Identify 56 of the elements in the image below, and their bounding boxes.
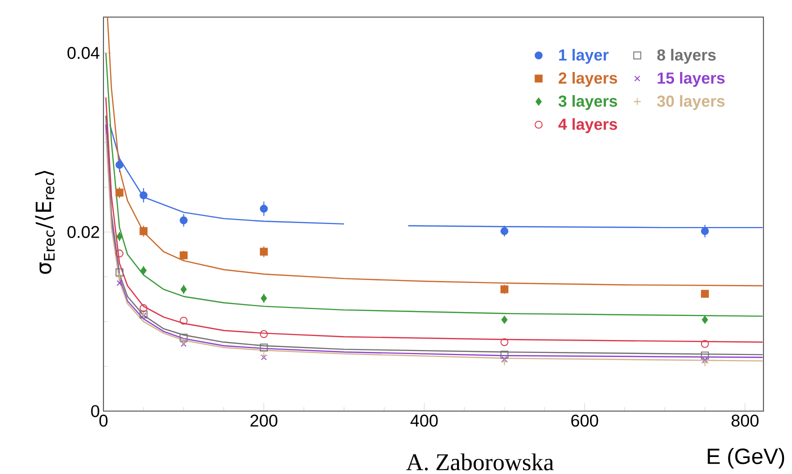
point (260, 344, 268, 352)
point (140, 227, 148, 236)
x-axis-title: E (GeV) (708, 448, 784, 469)
point (700, 340, 709, 348)
point (500, 358, 508, 366)
point (500, 338, 508, 346)
legend-label: 1 layer (559, 48, 609, 64)
point (700, 290, 709, 298)
point (140, 191, 148, 200)
x-tick-label: 800 (732, 414, 759, 427)
point (260, 294, 267, 302)
point (260, 354, 267, 360)
point (116, 232, 123, 241)
x-tick-label: 0 (99, 414, 108, 427)
line-series (106, 17, 764, 286)
point (116, 188, 124, 197)
point (180, 216, 188, 224)
point (260, 204, 268, 213)
point (180, 334, 188, 342)
point (501, 316, 508, 324)
point (116, 268, 124, 276)
point (260, 248, 268, 256)
legend-label: 8 layers (657, 48, 716, 64)
point (116, 161, 124, 169)
point (140, 304, 148, 312)
legend-label: 2 layers (558, 72, 618, 87)
point (180, 316, 188, 325)
point (140, 266, 147, 275)
point (500, 227, 508, 236)
point (700, 352, 709, 360)
text: A. Zaborowska (406, 454, 554, 471)
point (180, 285, 187, 294)
point (116, 280, 122, 286)
point (260, 352, 268, 360)
legend-label: 4 layers (558, 118, 618, 134)
point (702, 316, 708, 324)
point (700, 227, 709, 236)
y-tick-label: 0 (91, 405, 100, 418)
x-tick-label: 600 (571, 414, 598, 427)
point (500, 350, 508, 359)
legend-label: 3 layers (558, 95, 618, 110)
point (180, 341, 187, 347)
y-tick-label: 0.02 (67, 226, 100, 238)
point (116, 272, 124, 281)
y-axis-title: σ$_{Erec}$/⟨E$_{rec}$⟩ (35, 170, 55, 274)
point (500, 285, 508, 294)
point (180, 338, 188, 346)
point (180, 251, 188, 260)
point (116, 250, 124, 258)
x-tick-label: 200 (250, 414, 278, 427)
point (260, 330, 268, 338)
x-tick-label: 400 (410, 414, 438, 427)
legend-label: 30 layers (657, 95, 725, 110)
legend-label: 15 layers (658, 72, 725, 87)
y-tick-label: 0.04 (67, 47, 100, 60)
point (700, 358, 709, 367)
